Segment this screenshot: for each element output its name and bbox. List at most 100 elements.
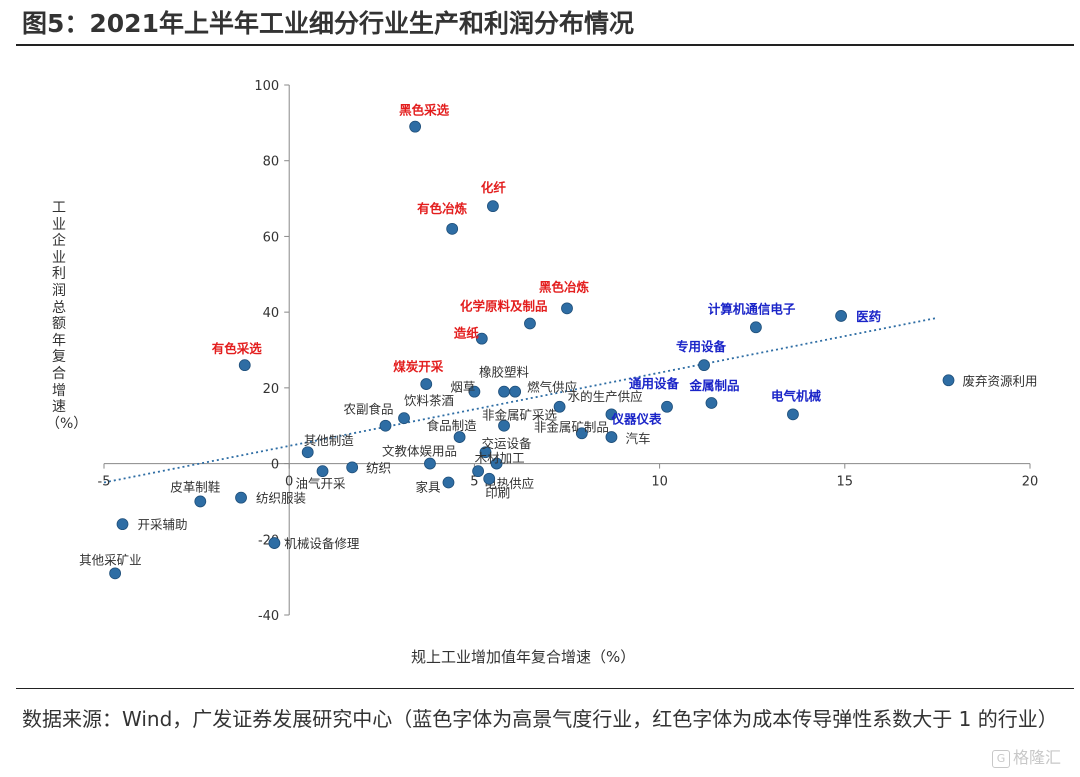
data-point [316, 465, 329, 478]
x-axis-label: 规上工业增加值年复合增速（%） [411, 648, 636, 666]
watermark: G 格隆汇 [992, 744, 1072, 770]
y-tick-label: 60 [263, 230, 280, 245]
watermark-text: 格隆汇 [1013, 748, 1062, 767]
watermark-logo-icon: G [992, 749, 1010, 768]
data-label: 仪器仪表 [610, 411, 662, 426]
data-point [235, 491, 247, 504]
data-point [468, 385, 481, 398]
trendline [103, 316, 938, 484]
data-point [420, 378, 433, 390]
y-tick-label: 80 [263, 155, 280, 170]
data-point [301, 446, 314, 459]
data-label: 油气开采 [296, 476, 347, 491]
data-point [553, 400, 566, 413]
data-point [561, 302, 573, 315]
data-point [835, 310, 847, 322]
data-label: 电热供应 [484, 476, 534, 491]
data-point [605, 431, 618, 443]
data-point [524, 317, 536, 330]
data-label: 机械设备修理 [284, 536, 360, 551]
data-label: 纺织 [366, 460, 391, 475]
data-label: 其他制造 [304, 433, 355, 448]
data-label: 煤炭开采 [393, 359, 444, 374]
data-point [479, 446, 492, 459]
data-label: 黑色采选 [399, 103, 450, 118]
data-label: 其他采矿业 [79, 552, 142, 567]
data-point [446, 222, 459, 235]
data-point [268, 537, 281, 549]
data-label: 金属制品 [688, 378, 739, 393]
data-label: 饮料茶酒 [404, 393, 454, 408]
data-point [346, 461, 359, 474]
data-point [661, 400, 673, 413]
data-point [109, 567, 122, 580]
data-label: 化学原料及制品 [460, 299, 548, 314]
data-label: 电气机械 [771, 388, 822, 403]
top-rule [16, 44, 1074, 46]
data-point [453, 431, 466, 443]
data-label: 造纸 [454, 326, 480, 341]
source-note: 数据来源：Wind，广发证券发展研究中心（蓝色字体为高景气度行业，红色字体为成本… [22, 707, 1058, 731]
data-point [409, 120, 422, 133]
data-label: 纺织服装 [256, 491, 306, 506]
data-label: 皮革制鞋 [170, 479, 221, 494]
data-label: 有色采选 [212, 341, 263, 356]
data-point [490, 457, 503, 470]
y-tick-label: -40 [258, 609, 279, 624]
data-label: 文教体娱用品 [382, 444, 457, 459]
data-label: 家具 [415, 480, 441, 495]
data-point [509, 385, 522, 398]
data-point [942, 374, 955, 387]
data-label: 印刷 [485, 486, 510, 501]
data-point [379, 419, 392, 432]
data-label: 医药 [856, 309, 882, 324]
bottom-rule [16, 688, 1074, 689]
data-point [575, 427, 588, 440]
x-tick-label: 20 [1022, 475, 1039, 490]
data-label: 水的生产供应 [568, 389, 643, 404]
data-label: 农副食品 [344, 402, 394, 417]
data-label: 开采辅助 [138, 517, 188, 532]
data-label: 黑色冶炼 [539, 279, 590, 294]
x-tick-label: 0 [285, 475, 293, 490]
data-point [424, 457, 436, 470]
data-point [605, 408, 618, 421]
data-label: 通用设备 [629, 376, 680, 391]
data-label: 非金属矿制品 [534, 419, 609, 434]
x-tick-label: 10 [651, 475, 668, 490]
data-point [498, 419, 510, 432]
data-point [498, 385, 510, 398]
data-label: 化纤 [481, 180, 507, 195]
y-axis-label: 工业企业利润总额年复合增速（%） [46, 200, 88, 432]
data-point [442, 476, 455, 489]
data-point [787, 408, 799, 421]
data-label: 橡胶塑料 [479, 365, 530, 380]
data-point [238, 359, 251, 372]
data-label: 专用设备 [676, 339, 727, 354]
y-tick-label: 0 [271, 458, 279, 473]
data-label: 有色冶炼 [417, 201, 468, 216]
y-tick-label: 20 [263, 382, 280, 397]
data-point [698, 359, 710, 372]
data-label: 食品制造 [427, 418, 478, 433]
data-point [705, 397, 718, 409]
figure-title: 图5：2021年上半年工业细分行业生产和利润分布情况 [22, 9, 634, 38]
data-point [483, 472, 496, 485]
data-point [194, 495, 207, 508]
data-label: 非金属矿采选 [482, 408, 558, 423]
data-label: 汽车 [625, 431, 650, 446]
x-tick-label: 5 [470, 475, 478, 490]
y-tick-label: 100 [254, 79, 279, 94]
data-label: 烟草 [450, 380, 475, 395]
data-label: 交运设备 [482, 436, 533, 451]
data-label: 燃气供应 [527, 380, 577, 395]
data-label: 废弃资源利用 [963, 373, 1038, 388]
data-point [398, 412, 410, 425]
data-point [475, 332, 488, 345]
data-point [472, 465, 485, 478]
data-point [750, 321, 762, 334]
data-label: 计算机通信电子 [708, 301, 796, 316]
data-point [116, 518, 129, 531]
data-point [487, 200, 499, 213]
